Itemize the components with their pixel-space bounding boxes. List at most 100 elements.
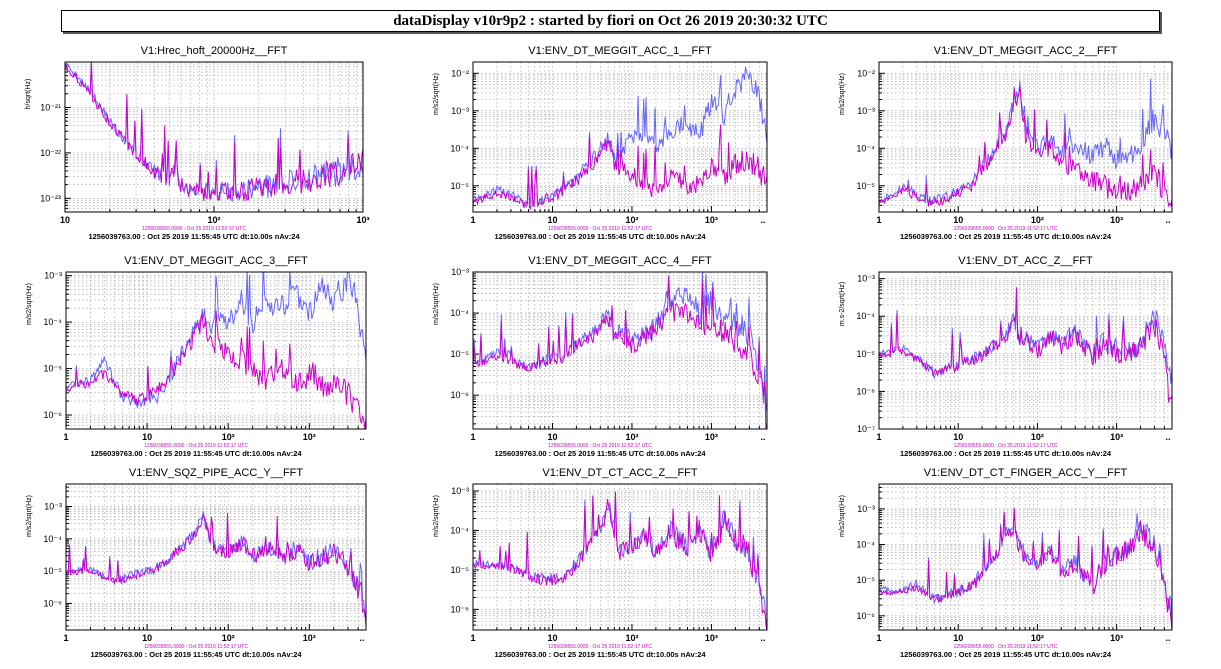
y-tick-label: 10⁻⁵ [451,181,470,191]
x-tick-ellipsis: .. [359,432,364,442]
y-tick-label: 10⁻⁵ [857,575,876,585]
x-tick-label: 1 [876,215,881,225]
y-tick-label: 10⁻³ [857,504,875,514]
plot-panel: V1:ENV_SQZ_PIPE_ACC_Y__FFT m/s2/sqrt(Hz) 1… [26,467,367,659]
y-tick-label: 10⁻⁵ [451,349,470,359]
plot-frame [472,61,768,213]
series-group [473,491,767,630]
x-tick-label: 10 [953,432,963,442]
y-tick-label: 10⁻⁵ [857,181,876,191]
plot-footer: 1256039763.00 : Oct 25 2019 11:55:45 UTC… [90,449,302,458]
x-tick-ellipsis: .. [356,215,361,225]
plot-title: V1:ENV_DT_MEGGIT_ACC_2__FFT [934,45,1118,57]
plot-title: V1:ENV_DT_MEGGIT_ACC_3__FFT [124,255,308,267]
x-tick-ellipsis: .. [359,633,364,643]
y-tick-label: 10⁻³ [857,106,875,116]
plot-frame [472,271,768,430]
plot-frame [878,61,1173,213]
plot-panel: V1:ENV_DT_MEGGIT_ACC_4__FFT m/s2/sqrt(Hz)… [433,255,768,458]
current-trace [473,277,767,429]
y-tick-label: 10⁻²² [40,148,61,158]
x-tick-label: 10³ [303,432,316,442]
reference-trace [66,272,366,409]
y-axis-label: m.s-2/sqrt(Hz) [839,282,846,326]
x-tick-label: 10² [1031,432,1044,442]
y-tick-label: 10⁻⁵ [451,565,470,575]
grid [66,272,366,429]
y-tick-label: 10⁻⁵ [44,364,63,374]
y-tick-label: 10⁻⁴ [856,540,875,550]
plot-panel: V1:ENV_DT_MEGGIT_ACC_3__FFT m/s2/sqrt(Hz)… [26,255,367,458]
y-tick-label: 10⁻²¹ [40,102,61,112]
series-group [473,66,767,211]
y-axis-label: h/sqrt(Hz) [25,79,32,110]
x-tick-label: 1 [470,432,475,442]
current-trace [66,310,366,429]
x-tick-label: 10 [547,633,557,643]
y-tick-label: 10⁻³ [44,271,62,281]
reference-timestamp: 1256039555.0000 : Oct 25 2019 11:52:17 U… [548,226,652,232]
reference-timestamp: 1256039555.0000 : Oct 25 2019 11:52:17 U… [954,443,1058,449]
x-tick-label: 10³ [356,215,369,225]
y-axis-label: m/s2/sqrt(Hz) [433,495,440,537]
plot-title: V1:Hrec_hoft_20000Hz__FFT [141,45,288,57]
banner: dataDisplay v10r9p2 : started by fiori o… [61,10,1160,32]
current-trace [473,491,767,630]
plot-frame [878,271,1173,430]
y-tick-label: 10⁻³ [451,486,469,496]
plot-footer: 1256039763.00 : Oct 25 2019 11:55:45 UTC… [900,449,1112,458]
plot-frame [65,483,367,631]
x-tick-label: 10³ [303,633,316,643]
plot-title: V1:ENV_DT_MEGGIT_ACC_1__FFT [528,45,712,57]
y-tick-label: 10⁻⁴ [43,534,62,544]
series-group [879,78,1172,208]
x-tick-label: 10² [222,432,235,442]
x-tick-label: 10 [953,633,963,643]
series-group [66,272,366,429]
x-tick-label: 1 [63,633,68,643]
x-tick-label: 10² [207,215,220,225]
plot-panel: V1:Hrec_hoft_20000Hz__FFT h/sqrt(Hz) 10 10²… [25,45,370,241]
x-tick-label: 10² [222,633,235,643]
grid [879,62,1172,212]
x-tick-label: 1 [876,633,881,643]
x-tick-label: 10³ [705,215,718,225]
y-tick-label: 10⁻⁷ [857,424,875,434]
x-tick-ellipsis: .. [1165,633,1170,643]
y-tick-label: 10⁻⁶ [451,390,470,400]
y-axis-label: m/s2/sqrt(Hz) [433,73,440,115]
x-tick-label: 1 [470,215,475,225]
reference-timestamp: 1256039555.0000 : Oct 25 2019 11:52:17 U… [954,226,1058,232]
plot-footer: 1256039763.00 : Oct 25 2019 11:55:45 UTC… [90,650,302,659]
plot-title: V1:ENV_DT_ACC_Z__FFT [958,255,1093,267]
current-trace [879,86,1172,208]
y-tick-label: 10⁻⁴ [856,143,875,153]
y-tick-label: 10⁻⁶ [857,611,876,621]
x-tick-label: 10³ [1110,215,1123,225]
y-tick-label: 10⁻³ [451,106,469,116]
x-tick-ellipsis: .. [1165,432,1170,442]
y-tick-label: 10⁻⁶ [451,604,470,614]
x-tick-label: 10 [60,215,70,225]
y-tick-label: 10⁻⁴ [450,525,469,535]
plot-title: V1:ENV_DT_MEGGIT_ACC_4__FFT [528,255,712,267]
current-trace [879,287,1172,403]
y-tick-label: 10⁻⁴ [450,143,469,153]
x-tick-label: 10³ [705,633,718,643]
x-tick-label: 10 [142,432,152,442]
y-tick-label: 10⁻³ [44,502,62,512]
plot-footer: 1256039763.00 : Oct 25 2019 11:55:45 UTC… [494,449,706,458]
x-tick-label: 10 [547,432,557,442]
reference-timestamp: 1256039555.0000 : Oct 25 2019 11:52:17 U… [142,226,246,232]
x-tick-label: 10 [953,215,963,225]
reference-timestamp: 1256039555.0000 : Oct 25 2019 11:52:17 U… [144,443,248,449]
x-tick-label: 10³ [1110,633,1123,643]
grid [473,62,767,212]
plot-panel: V1:ENV_DT_ACC_Z__FFT m.s-2/sqrt(Hz) 1 10 10²… [839,255,1173,458]
y-tick-label: 10⁻²³ [40,193,61,203]
series-group [473,272,767,429]
y-tick-label: 10⁻⁴ [43,317,62,327]
series-group [65,62,363,203]
